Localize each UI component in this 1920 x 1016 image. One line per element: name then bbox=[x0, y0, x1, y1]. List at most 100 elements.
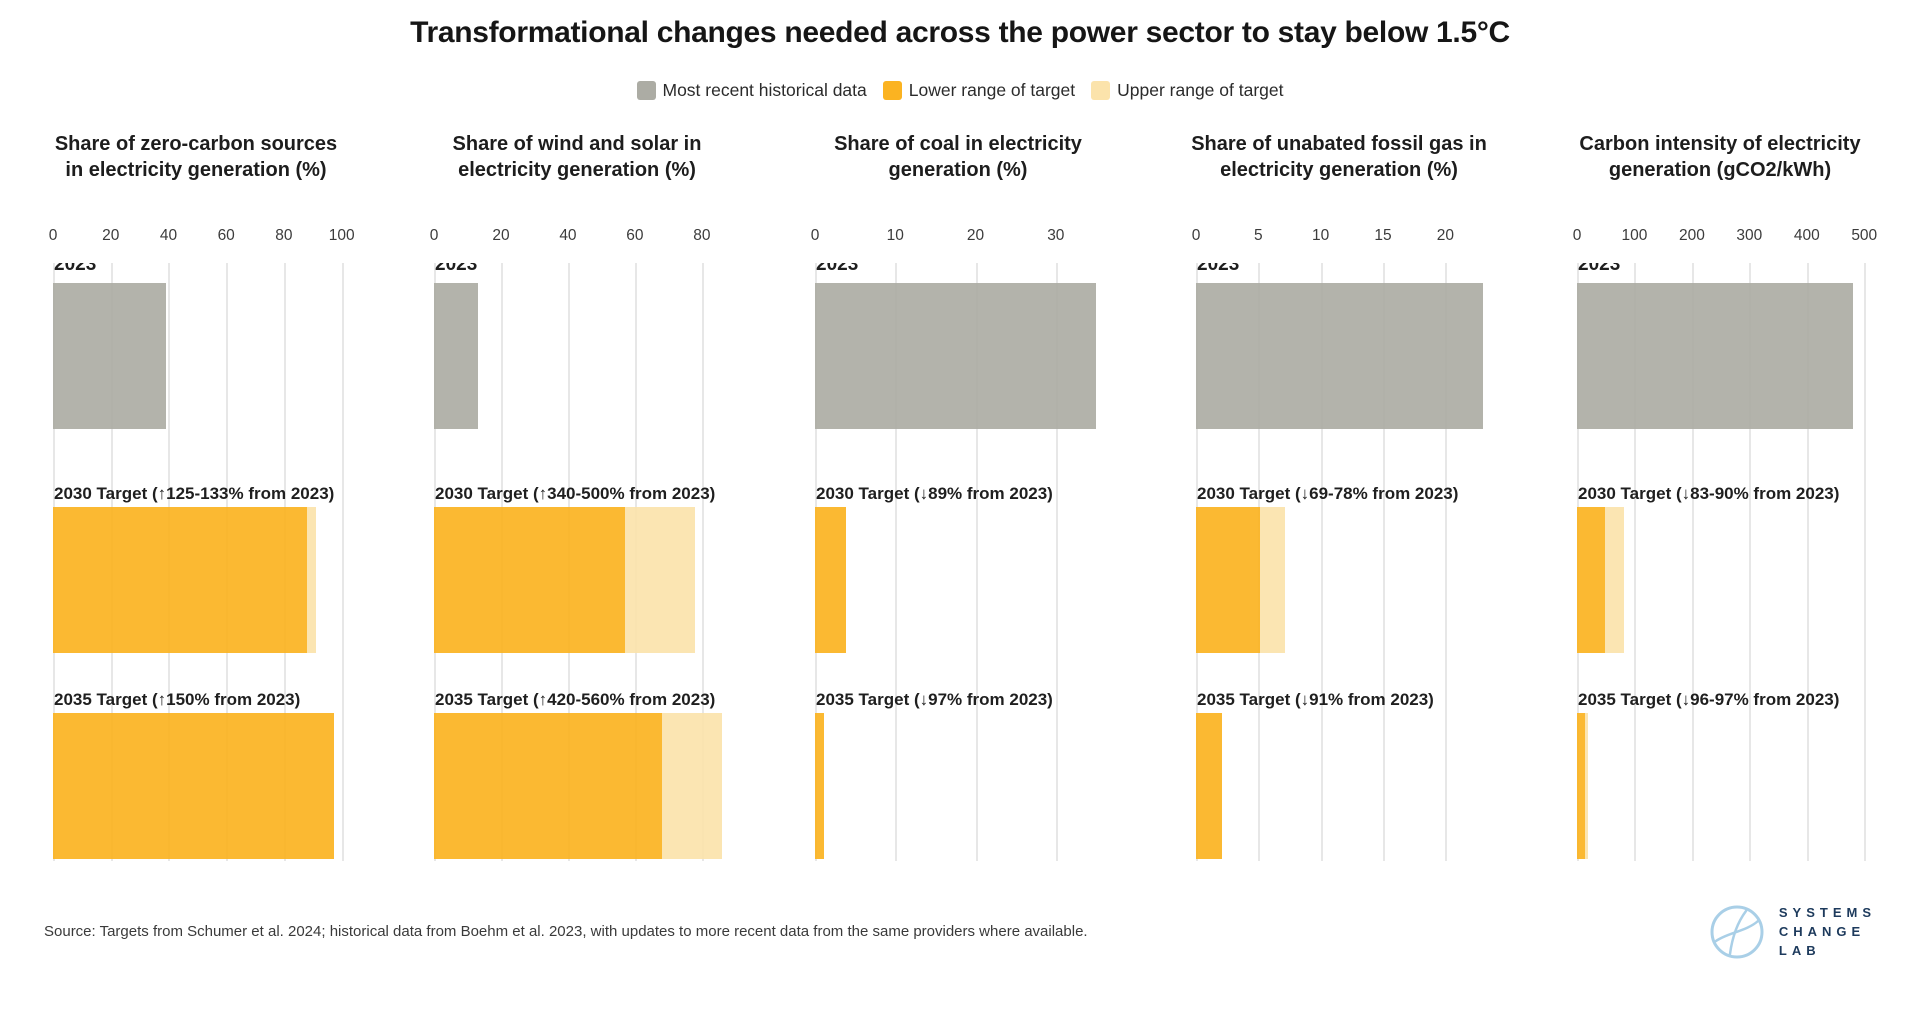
bar-target bbox=[1187, 507, 1491, 653]
axis-tick-label: 100 bbox=[328, 227, 355, 244]
bar-label-2023: 2023 bbox=[44, 263, 348, 283]
row-spacer bbox=[425, 429, 729, 481]
bar-label: 2023 bbox=[1578, 263, 1621, 275]
bar-target bbox=[425, 507, 729, 653]
bar-label-target: 2030 Target (↓69-78% from 2023) bbox=[1187, 481, 1491, 507]
bar-label: 2035 Target (↑420-560% from 2023) bbox=[435, 690, 716, 709]
bar-label-target: 2035 Target (↑150% from 2023) bbox=[44, 687, 348, 713]
bar-label: 2023 bbox=[816, 263, 859, 275]
logo-text-line: CHANGE bbox=[1778, 924, 1866, 939]
bar-historical bbox=[806, 283, 1110, 429]
bar-segment-upper-range bbox=[661, 713, 722, 859]
row-spacer bbox=[425, 653, 729, 687]
plot-area: 2023 2030 Target (↑340-500% from 2023) 203… bbox=[425, 263, 729, 861]
gridline bbox=[1691, 263, 1694, 861]
axis-tick-label: 30 bbox=[1047, 227, 1065, 244]
bar-segment-lower-range bbox=[1577, 507, 1605, 653]
chart-title: Share of wind and solar in electricity g… bbox=[452, 133, 702, 181]
axis-tick-label: 500 bbox=[1851, 227, 1878, 244]
bar-historical bbox=[44, 283, 348, 429]
chart-zero-carbon: Share of zero-carbon sources in electric… bbox=[44, 131, 355, 861]
bar-label-target: 2030 Target (↓89% from 2023) bbox=[806, 481, 1110, 507]
bar-segment-upper-range bbox=[1585, 713, 1588, 859]
bar-segment-upper-range bbox=[1259, 507, 1285, 653]
row-spacer bbox=[806, 653, 1110, 687]
axis-tick-label: 15 bbox=[1374, 227, 1392, 244]
axis-tick-label: 60 bbox=[217, 227, 235, 244]
legend-item-lower-range: Lower range of target bbox=[882, 80, 1075, 101]
bar-segment-historical bbox=[1196, 283, 1483, 429]
gridline bbox=[1445, 263, 1448, 861]
bar-segment-lower-range bbox=[53, 507, 308, 653]
bar-historical bbox=[1568, 283, 1872, 429]
bar-label-target: 2035 Target (↓91% from 2023) bbox=[1187, 687, 1491, 713]
axis-tick-label: 80 bbox=[693, 227, 711, 244]
axis-tick-label: 0 bbox=[1572, 227, 1582, 244]
bar-segment-lower-range bbox=[815, 507, 847, 653]
chart-title: Carbon intensity of electricity generati… bbox=[1579, 133, 1861, 181]
systems-change-lab-logo: SYSTEMS CHANGE LAB bbox=[1709, 903, 1876, 960]
bar-segment-lower-range bbox=[434, 713, 662, 859]
chart-carbon-intensity: Carbon intensity of electricity generati… bbox=[1568, 131, 1878, 861]
gridline bbox=[341, 263, 344, 861]
axis-tick-label: 10 bbox=[1312, 227, 1330, 244]
bar-label-target: 2035 Target (↑420-560% from 2023) bbox=[425, 687, 729, 713]
gridline bbox=[1055, 263, 1058, 861]
bar-target bbox=[1568, 507, 1872, 653]
x-axis: 0 20 40 60 80 bbox=[425, 227, 729, 247]
lower-range-swatch bbox=[882, 81, 902, 100]
row-spacer bbox=[44, 429, 348, 481]
chart-title: Share of unabated fossil gas in electric… bbox=[1191, 133, 1487, 181]
bar-label-target: 2030 Target (↓83-90% from 2023) bbox=[1568, 481, 1872, 507]
axis-tick-label: 0 bbox=[810, 227, 820, 244]
bar-segment-upper-range bbox=[624, 507, 696, 653]
bar-segment-lower-range bbox=[1196, 507, 1260, 653]
bar-label: 2035 Target (↑150% from 2023) bbox=[54, 690, 301, 709]
bar-label-target: 2030 Target (↑340-500% from 2023) bbox=[425, 481, 729, 507]
axis-tick-label: 100 bbox=[1621, 227, 1648, 244]
axis-tick-label: 20 bbox=[492, 227, 510, 244]
chart-title: Share of coal in electricity generation … bbox=[834, 133, 1082, 181]
axis-tick-label: 400 bbox=[1793, 227, 1820, 244]
plot-area: 2023 2030 Target (↓83-90% from 2023) 2035 … bbox=[1568, 263, 1872, 861]
axis-tick-label: 40 bbox=[559, 227, 577, 244]
bar-target bbox=[44, 507, 348, 653]
bar-label: 2023 bbox=[54, 263, 97, 275]
bar-label: 2030 Target (↓83-90% from 2023) bbox=[1578, 484, 1840, 503]
axis-tick-label: 60 bbox=[626, 227, 644, 244]
plot-area: 2023 2030 Target (↓69-78% from 2023) 2035 … bbox=[1187, 263, 1491, 861]
axis-tick-label: 200 bbox=[1678, 227, 1705, 244]
upper-range-swatch bbox=[1091, 81, 1111, 100]
x-axis: 0 100 200 300 400 500 bbox=[1568, 227, 1878, 247]
logo-text: SYSTEMS CHANGE LAB bbox=[1779, 903, 1876, 960]
bar-segment-historical bbox=[434, 283, 478, 429]
gridline bbox=[1749, 263, 1752, 861]
chart-wind-solar: Share of wind and solar in electricity g… bbox=[425, 131, 729, 861]
legend-label: Upper range of target bbox=[1117, 80, 1284, 100]
chart-title: Share of zero-carbon sources in electric… bbox=[54, 133, 338, 181]
page-title: Transformational changes needed across t… bbox=[410, 16, 1510, 49]
bar-label-target: 2035 Target (↓97% from 2023) bbox=[806, 687, 1110, 713]
bar-label: 2035 Target (↓91% from 2023) bbox=[1197, 690, 1434, 709]
historical-swatch bbox=[636, 81, 656, 100]
gridline bbox=[701, 263, 704, 861]
bar-label: 2035 Target (↓96-97% from 2023) bbox=[1578, 690, 1840, 709]
bar-label: 2023 bbox=[435, 263, 478, 275]
bar-historical bbox=[425, 283, 729, 429]
axis-tick-label: 300 bbox=[1736, 227, 1763, 244]
bar-label: 2030 Target (↓69-78% from 2023) bbox=[1197, 484, 1459, 503]
logo-text-line: LAB bbox=[1778, 943, 1821, 958]
bar-segment-lower-range bbox=[1196, 713, 1223, 859]
row-spacer bbox=[1568, 653, 1872, 687]
bar-target bbox=[425, 713, 729, 859]
bar-target bbox=[806, 713, 1110, 859]
x-axis: 0 20 40 60 80 100 bbox=[44, 227, 355, 247]
logo-text-line: SYSTEMS bbox=[1778, 905, 1876, 920]
axis-tick-label: 5 bbox=[1254, 227, 1263, 244]
gridline bbox=[1383, 263, 1386, 861]
legend-label: Most recent historical data bbox=[662, 80, 867, 100]
legend-item-upper-range: Upper range of target bbox=[1091, 80, 1283, 101]
bar-segment-historical bbox=[815, 283, 1096, 429]
bar-segment-upper-range bbox=[1604, 507, 1625, 653]
bar-segment-historical bbox=[1577, 283, 1853, 429]
